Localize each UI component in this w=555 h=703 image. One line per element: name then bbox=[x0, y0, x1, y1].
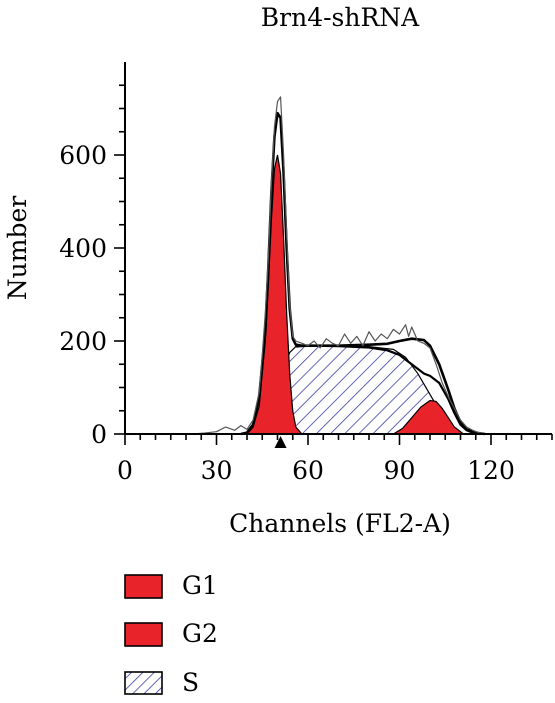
legend-item-g1: G1 bbox=[124, 571, 218, 600]
y-tick-label: 600 bbox=[59, 141, 107, 170]
plot-lines bbox=[192, 96, 492, 436]
y-axis-title: Number bbox=[3, 196, 32, 300]
x-tick-label: 60 bbox=[292, 456, 324, 485]
y-tick-label: 0 bbox=[91, 420, 107, 449]
curve-s-plus-g2 bbox=[295, 344, 477, 436]
legend-label-g1: G1 bbox=[182, 571, 218, 600]
x-tick-label: 90 bbox=[384, 456, 416, 485]
x-tick-label: 0 bbox=[117, 456, 133, 485]
chart-title: Brn4-shRNA bbox=[261, 3, 420, 32]
y-axis-ticks: 0 200 400 600 bbox=[59, 84, 125, 449]
legend-swatch-g1 bbox=[124, 574, 163, 599]
y-tick-label: 200 bbox=[59, 327, 107, 356]
legend-item-g2: G2 bbox=[124, 619, 218, 648]
legend-label-s: S bbox=[182, 668, 199, 697]
plot-areas bbox=[245, 154, 466, 435]
x-axis-title: Channels (FL2-A) bbox=[229, 509, 451, 538]
x-tick-label: 120 bbox=[467, 456, 515, 485]
legend: G1 G2 S bbox=[124, 571, 218, 697]
area-g2 bbox=[391, 399, 466, 435]
legend-label-g2: G2 bbox=[182, 619, 218, 648]
x-axis-ticks: 0 30 60 90 120 bbox=[117, 434, 553, 485]
legend-swatch-s bbox=[124, 671, 163, 695]
curve-raw-data bbox=[192, 96, 492, 435]
g1-peak-marker-icon bbox=[274, 436, 287, 448]
legend-swatch-g2 bbox=[124, 622, 163, 647]
y-tick-label: 400 bbox=[59, 234, 107, 263]
x-tick-label: 30 bbox=[201, 456, 233, 485]
legend-item-s: S bbox=[124, 668, 199, 697]
